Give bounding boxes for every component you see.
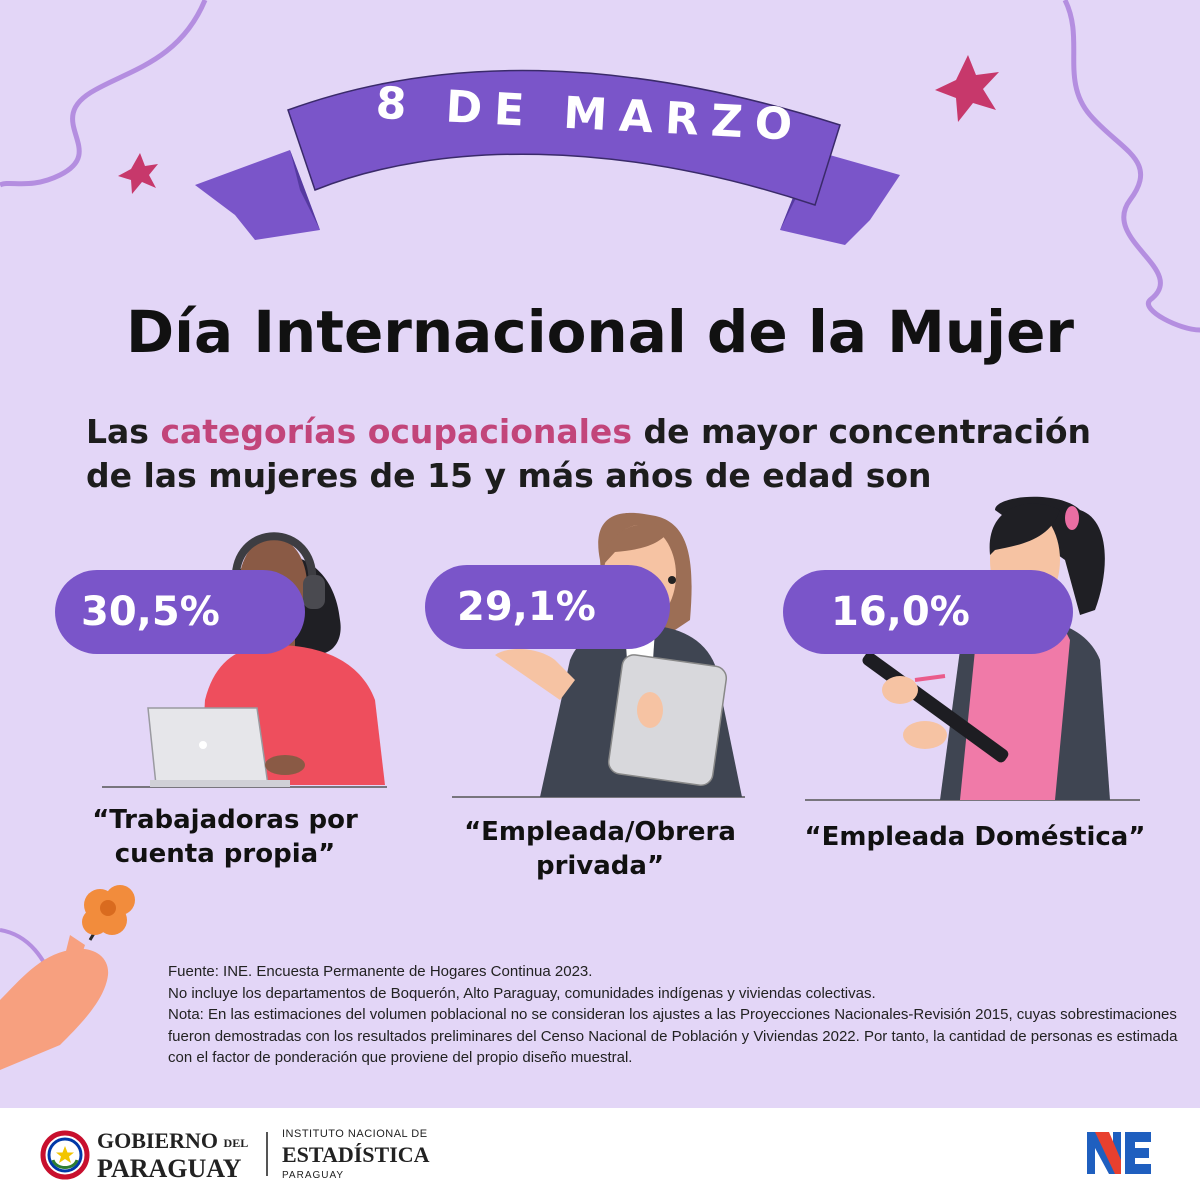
flower-icon (82, 885, 135, 935)
ine-line1: INSTITUTO NACIONAL DE (282, 1128, 428, 1140)
gob-del: DEL (223, 1135, 249, 1150)
paraguay-seal-icon (40, 1130, 90, 1180)
source-notes: Fuente: INE. Encuesta Permanente de Hoga… (168, 961, 1178, 1069)
category-label-empleada-domestica: “Empleada Doméstica” (804, 822, 1146, 852)
ribbon-banner (195, 69, 900, 245)
exclusion-text: No incluye los departamentos de Boquerón… (168, 984, 876, 1002)
page-title: Día Internacional de la Mujer (125, 298, 1075, 366)
logo-separator (266, 1132, 268, 1176)
star-icon (118, 153, 158, 194)
note-text: Nota: En las estimaciones del volumen po… (168, 1006, 1178, 1066)
woman-domestic-illustration (862, 496, 1110, 800)
gob-line2: PARAGUAY (97, 1153, 242, 1183)
decorative-curve-left (0, 0, 208, 188)
star-icon (935, 55, 999, 122)
woman-office-illustration (495, 512, 742, 797)
subtitle-highlight: categorías ocupacionales (160, 412, 632, 451)
ine-logo-icon (1087, 1132, 1151, 1174)
ine-line3: PARAGUAY (282, 1170, 345, 1181)
percent-badge-cuenta-propia: 30,5% (55, 570, 305, 654)
category-label-cuenta-propia: “Trabajadoras por cuenta propia” (92, 805, 358, 869)
subtitle-prefix: Las (86, 412, 161, 451)
subtitle-suffix: de mayor concentración de las mujeres de… (86, 412, 1092, 495)
category-label-empleada-privada: “Empleada/Obrera privada” (464, 817, 736, 881)
percent-badge-empleada-privada: 29,1% (425, 565, 670, 649)
hand-flower-illustration (0, 885, 135, 1070)
percent-badge-empleada-domestica: 16,0% (783, 570, 1073, 654)
source-text: Fuente: INE. Encuesta Permanente de Hoga… (168, 963, 593, 980)
decorative-curve-right (1062, 0, 1200, 333)
gob-line1: GOBIERNO (97, 1128, 219, 1153)
subtitle: Las categorías ocupacionales de mayor co… (86, 410, 1146, 498)
ine-logo-text: INSTITUTO NACIONAL DE ESTADÍSTICA PARAGU… (282, 1126, 430, 1184)
footer: GOBIERNO DEL PARAGUAY INSTITUTO NACIONAL… (0, 1108, 1200, 1200)
gobierno-logo-text: GOBIERNO DEL PARAGUAY (97, 1128, 248, 1182)
ine-line2: ESTADÍSTICA (282, 1142, 430, 1167)
